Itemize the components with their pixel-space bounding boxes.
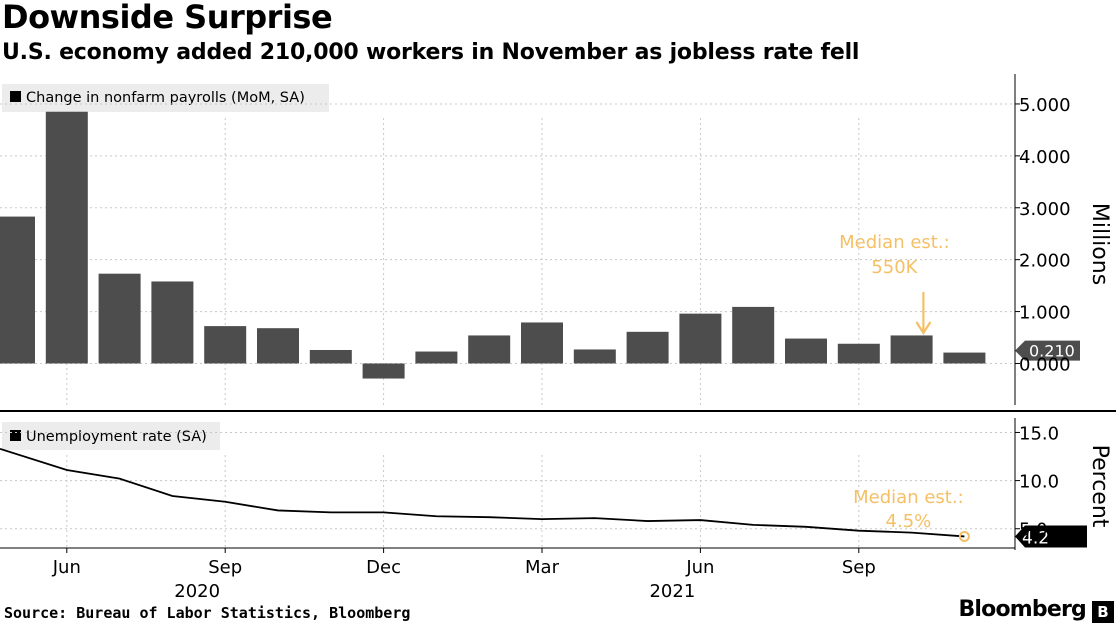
payrolls-bar [573,349,616,364]
unemployment-ytick-label: 10.0 [1019,472,1059,493]
x-tick-label: Jun [685,557,714,578]
chart-subtitle: U.S. economy added 210,000 workers in No… [2,40,860,65]
payrolls-panel: Change in nonfarm payrolls (MoM, SA) Mil… [0,74,1112,405]
payrolls-bar [890,335,933,364]
payrolls-legend-box [2,84,329,112]
payrolls-bar [468,335,511,364]
payrolls-median-annotation-line2: 550K [871,257,918,278]
unemployment-legend-label: Unemployment rate (SA) [26,429,207,445]
payrolls-ytick-label: 2.000 [1019,251,1071,272]
x-year-label: 2021 [649,581,695,600]
chart-title: Downside Surprise [2,0,333,36]
payrolls-last-value-badge: 0.210 [1015,340,1080,361]
payrolls-bar [309,349,352,364]
x-tick-label: Mar [525,557,560,578]
unemployment-ytick-label: 5.0 [1019,520,1048,541]
unemployment-last-value-badge: 4.2 [1015,525,1087,548]
median-arrow-icon [915,292,932,336]
unemployment-median-annotation-line2: 4.5% [886,511,932,532]
unemployment-legend-swatch [10,430,21,441]
payrolls-axis-label: Millions [1087,203,1112,285]
payrolls-ytick-label: 4.000 [1019,147,1071,168]
payrolls-bar [98,273,141,364]
unemployment-ytick-label: 15.0 [1019,423,1059,444]
payrolls-bar [362,363,405,379]
x-year-label: 2020 [174,581,220,600]
payrolls-bar [257,328,299,364]
payrolls-legend-label: Change in nonfarm payrolls (MoM, SA) [26,90,305,106]
x-tick-label: Sep [842,557,876,578]
payrolls-bar [521,322,563,364]
x-tick-label: Dec [366,557,401,578]
payrolls-median-annotation-line1: Median est.: [839,232,950,253]
payrolls-bar [943,352,986,364]
unemployment-line [0,447,965,538]
payrolls-last-value-text: 0.210 [1029,342,1075,361]
payrolls-ytick-label: 1.000 [1019,303,1071,324]
unemployment-last-value-text: 4.2 [1022,528,1049,548]
payrolls-bar [0,216,35,364]
payrolls-bar [732,306,775,364]
unemployment-last-point [958,530,970,542]
unemployment-median-annotation-line1: Median est.: [853,487,964,508]
chart-area: Change in nonfarm payrolls (MoM, SA) Mil… [0,74,1116,600]
payrolls-bar [785,338,827,364]
x-tick-label: Jun [52,557,81,578]
bloomberg-logo-icon: B [1092,601,1114,623]
unemployment-legend-box [2,422,220,450]
payrolls-bar [204,326,247,364]
payrolls-bar [45,111,88,364]
payrolls-bar [837,343,880,364]
payrolls-bar [415,351,458,364]
unemployment-panel: Unemployment rate (SA) Percent Median es… [0,418,1112,600]
payrolls-bar [626,331,669,364]
x-tick-label: Sep [208,557,242,578]
payrolls-bar [679,313,722,364]
bloomberg-logo: Bloomberg [958,597,1086,622]
payrolls-legend-swatch [10,91,21,102]
unemployment-axis-label: Percent [1087,445,1112,528]
payrolls-ytick-label: 0.000 [1019,354,1071,375]
source-note: Source: Bureau of Labor Statistics, Bloo… [4,604,411,622]
payrolls-bar [151,281,194,364]
payrolls-ytick-label: 5.000 [1019,95,1071,116]
payrolls-ytick-label: 3.000 [1019,199,1071,220]
